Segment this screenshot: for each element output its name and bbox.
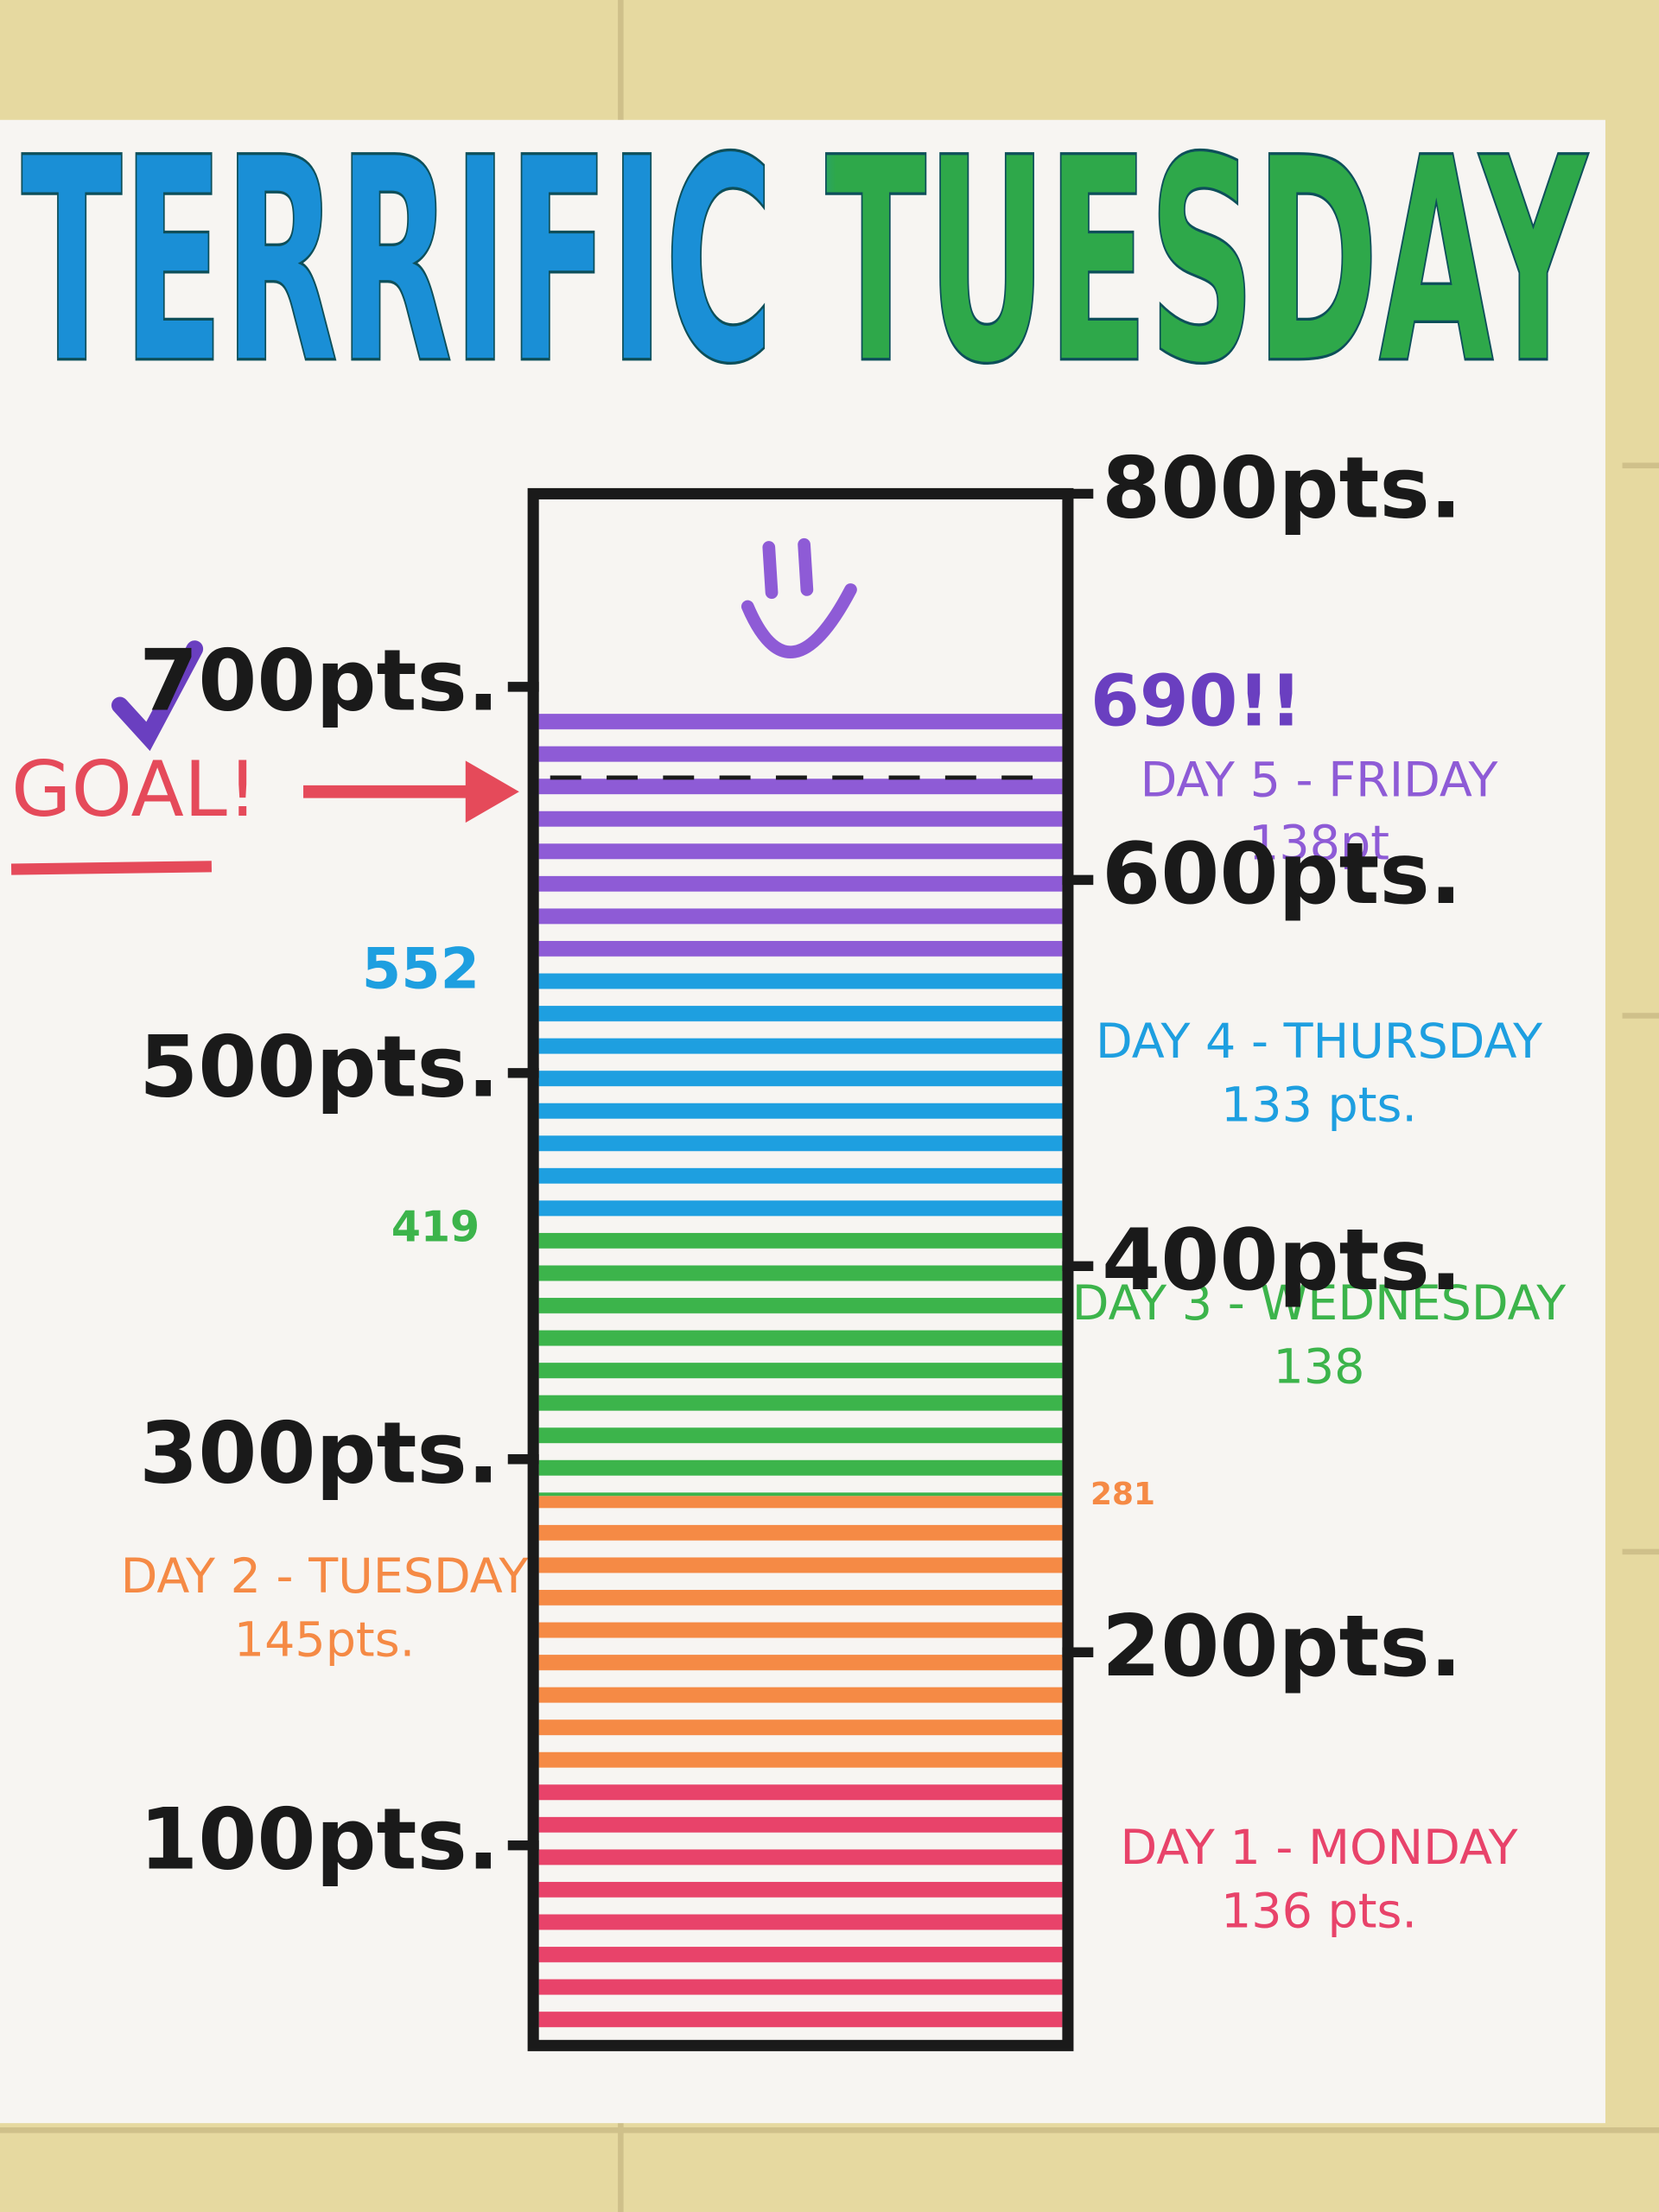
data-label: 145pts. [234,1612,415,1669]
data-label: 136 pts. [1221,1884,1417,1940]
y-tick-label: 800pts. [1102,439,1462,537]
segment [538,706,1063,973]
legend-label: DAY 1 - MONDAY [1121,1820,1519,1876]
y-tick-label: 400pts. [1102,1211,1462,1310]
smiley [741,537,857,658]
check-mark [111,640,204,752]
running-total-label: 419 [391,1202,480,1251]
data-label: 133 pts. [1221,1077,1417,1134]
y-tick-label: 100pts. [139,1791,499,1890]
segment [538,1496,1063,1777]
running-total-label: 552 [362,937,480,1002]
y-tick-label: 300pts. [139,1405,499,1503]
y-tick-label: 600pts. [1102,825,1462,924]
segment [538,972,1063,1230]
segment [538,1229,1063,1497]
running-total-label: 690!! [1090,661,1302,743]
data-label: 138pt [1249,816,1389,872]
goal-arrowhead [465,760,519,823]
data-label: 138 [1274,1338,1365,1395]
legend-label: DAY 3 - WEDNESDAY [1072,1275,1567,1332]
y-tick-label: 500pts. [139,1019,499,1117]
chart-title: TERRIFIC TUESDAY [21,99,1588,427]
y-tick-label: 200pts. [1102,1598,1462,1696]
legend-label: DAY 4 - THURSDAY [1096,1014,1543,1070]
legend-label: DAY 5 - FRIDAY [1141,752,1499,808]
y-tick-label: 700pts. [139,632,499,731]
segment [538,1776,1063,2039]
goal-underline [10,861,212,875]
running-total-label: 281 [1090,1477,1155,1512]
legend-label: DAY 2 - TUESDAY [121,1548,530,1605]
goal-label: GOAL! [11,745,258,834]
